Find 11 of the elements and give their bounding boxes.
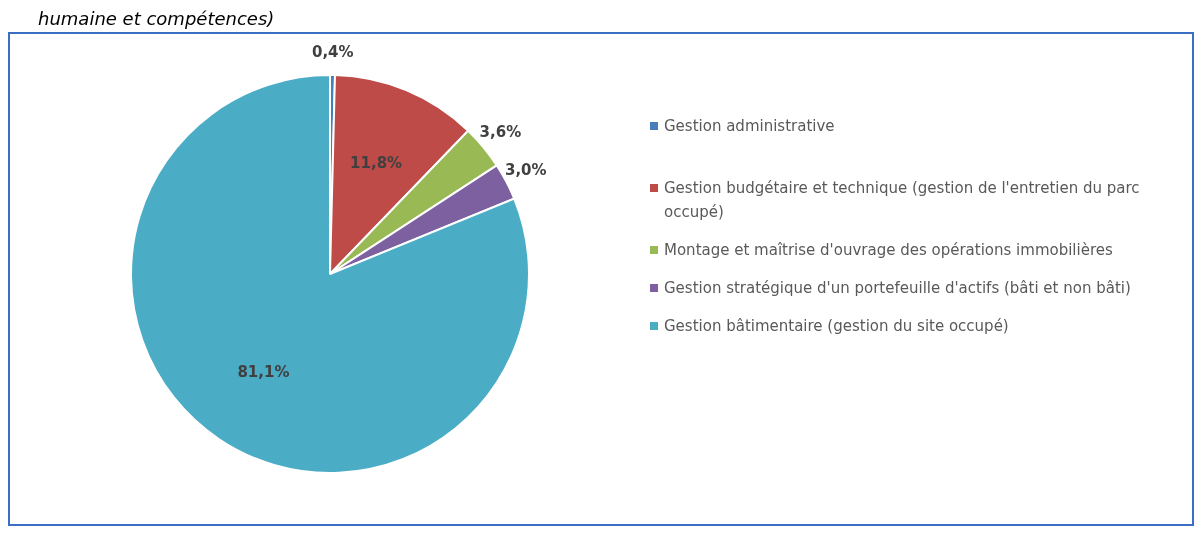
legend-label: Montage et maîtrise d'ouvrage des opérations immobilières bbox=[664, 240, 1113, 261]
data-label: 0,4% bbox=[311, 42, 354, 61]
data-label: 3,6% bbox=[479, 123, 522, 142]
text: humaine et compétences) bbox=[37, 8, 276, 31]
data-label: 3,0% bbox=[504, 161, 547, 180]
data-label: 11,8% bbox=[350, 153, 403, 172]
legend-label: Gestion bâtimentaire (gestion du site occupé) bbox=[664, 316, 1009, 337]
legend-label: Gestion administrative bbox=[664, 116, 835, 137]
legend-label: Gestion budgétaire et technique (gestion de l'entretien du parc occupé) bbox=[664, 178, 1141, 223]
data-label: 81,1% bbox=[237, 363, 290, 382]
legend-label: Gestion stratégique d'un portefeuille d'actifs (bâti et non bâti) bbox=[664, 278, 1131, 299]
